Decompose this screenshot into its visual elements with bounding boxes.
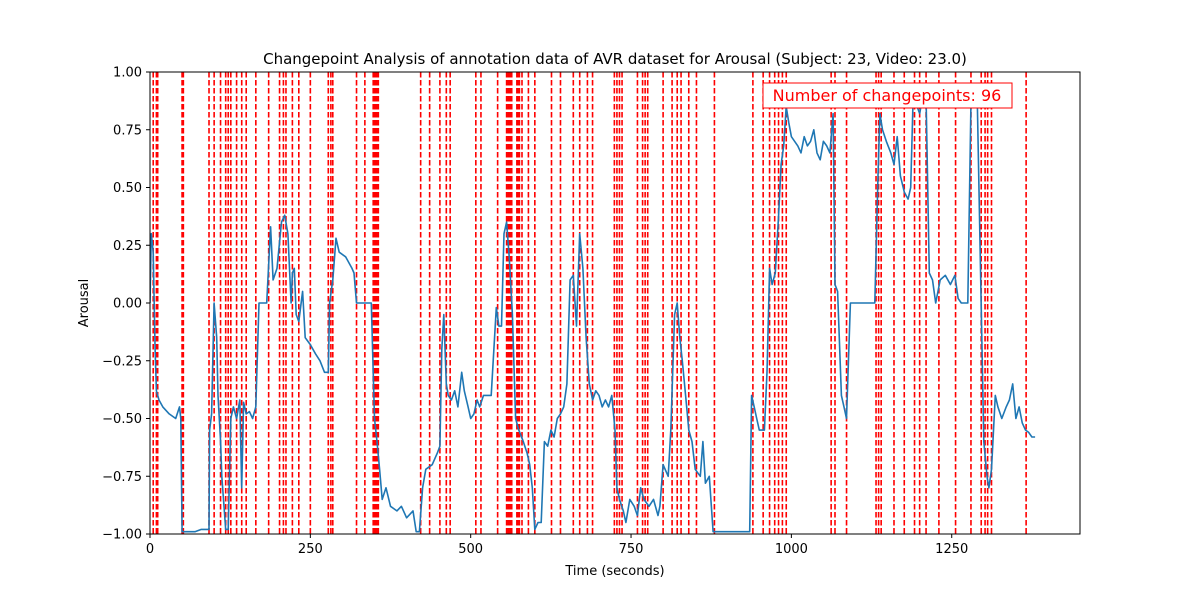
y-tick-label: −1.00	[102, 528, 142, 543]
annotation-text: Number of changepoints: 96	[773, 86, 1002, 105]
x-tick-label: 1000	[775, 542, 808, 557]
y-tick-label: 1.00	[113, 66, 142, 81]
y-tick-label: −0.75	[102, 470, 142, 485]
changepoint-count-annotation: Number of changepoints: 96	[762, 82, 1013, 109]
y-tick-label: 0.75	[113, 123, 142, 138]
x-tick-label: 0	[146, 542, 154, 557]
series-layer	[150, 94, 1036, 533]
x-tick-label: 750	[619, 542, 644, 557]
y-tick-label: −0.50	[102, 412, 142, 427]
x-axis-label: Time (seconds)	[564, 564, 664, 579]
y-axis-label: Arousal	[77, 279, 92, 328]
x-tick-label: 500	[458, 542, 483, 557]
y-axis: −1.00 −0.75 −0.50 −0.25 0.00 0.25 0.50 0.75 1.00	[102, 66, 150, 543]
x-tick-label: 250	[298, 542, 323, 557]
y-tick-label: 0.50	[113, 181, 142, 196]
y-tick-label: 0.25	[113, 239, 142, 254]
y-tick-label: 0.00	[113, 297, 142, 312]
chart-title: Changepoint Analysis of annotation data …	[263, 50, 967, 68]
series-line-arousal	[150, 94, 1036, 533]
annotation-box	[762, 82, 1013, 109]
x-tick-label: 1250	[935, 542, 968, 557]
x-axis: 0 250 500 750 1000 1250	[146, 534, 968, 557]
y-tick-label: −0.25	[102, 354, 142, 369]
